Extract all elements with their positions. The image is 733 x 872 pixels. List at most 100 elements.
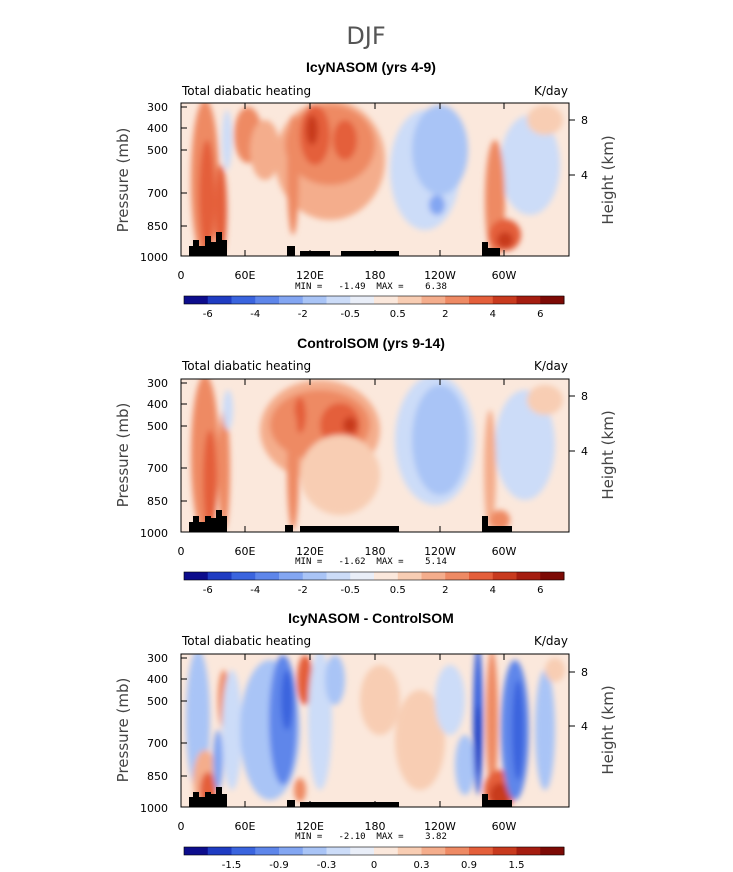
colorbar: -6 -4 -2 -0.5 0.5 2 4 6 [183,295,565,320]
y-tick-label: 850 [147,220,168,233]
colorbar-swatch [302,296,327,304]
min-max-stats: MIN = -2.10 MAX = 3.82 [295,832,447,842]
colorbar-label: -2 [298,309,308,320]
colorbar-swatch [421,296,446,304]
colorbar-swatch [421,572,446,580]
x-tick-label: 60E [235,820,256,833]
colorbar-label: -0.9 [269,860,289,871]
colorbar-swatch [279,847,304,855]
units-label: K/day [534,634,568,648]
colorbar-swatch [326,572,351,580]
x-tick-labels: 0 60E 120E 180 120W 60W [178,820,517,833]
colorbar-swatch [231,296,256,304]
y-tick-label: 500 [147,420,168,433]
colorbar-swatch [184,572,209,580]
colorbar-swatch [492,847,517,855]
colorbar-frame [183,846,565,856]
colorbar-label: -6 [203,309,213,320]
colorbar-swatch [469,296,494,304]
colorbar-swatch [255,572,280,580]
colorbar-swatch [207,572,232,580]
y-tick-label: 700 [147,187,168,200]
x-tick-label: 120W [424,269,456,282]
colorbar-label: 6 [537,309,543,320]
y-tick-label: 300 [147,377,168,390]
colorbar-label: -0.5 [340,585,360,596]
x-tick-label: 180 [365,545,386,558]
y-axis-right-label: Height (km) [599,135,617,224]
colorbar-swatch [350,572,375,580]
colorbar-swatch [255,847,280,855]
topography-mask [189,510,512,532]
y-tick-labels: 300 400 500 700 850 1000 [140,377,168,540]
colorbar-swatch [516,847,541,855]
colorbar-swatch [207,847,232,855]
y-tick-label: 400 [147,673,168,686]
colorbar-label: -0.3 [317,860,337,871]
y-tick-label: 850 [147,770,168,783]
colorbar-swatch [326,296,351,304]
colorbar-label: 0.5 [390,309,406,320]
colorbar-frame [183,571,565,581]
colorbar-swatch [374,296,399,304]
colorbar-swatch [350,847,375,855]
colorbar-swatch [184,847,209,855]
y-tick-label: 500 [147,695,168,708]
right-tick-labels: 8 4 [581,666,588,733]
right-tick-labels: 8 4 [581,390,588,458]
panel-2: ControlSOM (yrs 9-14) Total diabatic hea… [114,335,617,596]
height-tick-label: 8 [581,390,588,403]
colorbar-swatch [540,847,565,855]
colorbar-swatch [445,572,470,580]
min-max-stats: MIN = -1.62 MAX = 5.14 [295,557,447,567]
colorbar-swatch [397,572,422,580]
x-tick-labels: 0 60E 120E 180 120W 60W [178,545,517,558]
colorbar-label: 2 [442,585,448,596]
height-tick-label: 4 [581,720,588,733]
contour-field [181,654,569,807]
colorbar-swatch [207,296,232,304]
x-tick-label: 0 [178,820,185,833]
colorbar-swatch [516,296,541,304]
height-tick-label: 4 [581,169,588,182]
colorbar-swatch [421,847,446,855]
units-label: K/day [534,359,568,373]
variable-label: Total diabatic heating [181,359,311,373]
x-tick-label: 60E [235,545,256,558]
y-tick-label: 300 [147,101,168,114]
colorbar: -6 -4 -2 -0.5 0.5 2 4 6 [183,571,565,596]
colorbar-swatch [492,572,517,580]
colorbar-swatch [374,847,399,855]
units-label: K/day [534,84,568,98]
x-tick-label: 60W [492,269,517,282]
height-tick-label: 8 [581,666,588,679]
colorbar-swatch [445,847,470,855]
colorbar-swatch [231,847,256,855]
colorbar-label: 1.5 [509,860,525,871]
colorbar-swatch [397,296,422,304]
variable-label: Total diabatic heating [181,84,311,98]
height-tick-label: 8 [581,114,588,127]
colorbar-swatch [302,847,327,855]
y-tick-label: 400 [147,398,168,411]
x-tick-label: 60W [492,820,517,833]
x-tick-label: 0 [178,269,185,282]
colorbar-label: 0 [371,860,377,871]
colorbar-label: 0.9 [461,860,477,871]
height-tick-label: 4 [581,445,588,458]
y-tick-label: 400 [147,122,168,135]
x-tick-label: 180 [365,820,386,833]
x-tick-label: 120E [296,545,324,558]
colorbar-swatch [492,296,517,304]
x-tick-labels: 0 60E 120E 180 120W 60W [178,269,517,282]
y-axis-label: Pressure (mb) [114,128,132,233]
colorbar-label: 2 [442,309,448,320]
contour-field [181,103,569,256]
colorbar-swatch [350,296,375,304]
topography-mask [189,787,512,807]
topography-mask [189,232,500,256]
x-tick-label: 120E [296,820,324,833]
y-tick-label: 700 [147,462,168,475]
x-tick-label: 60E [235,269,256,282]
